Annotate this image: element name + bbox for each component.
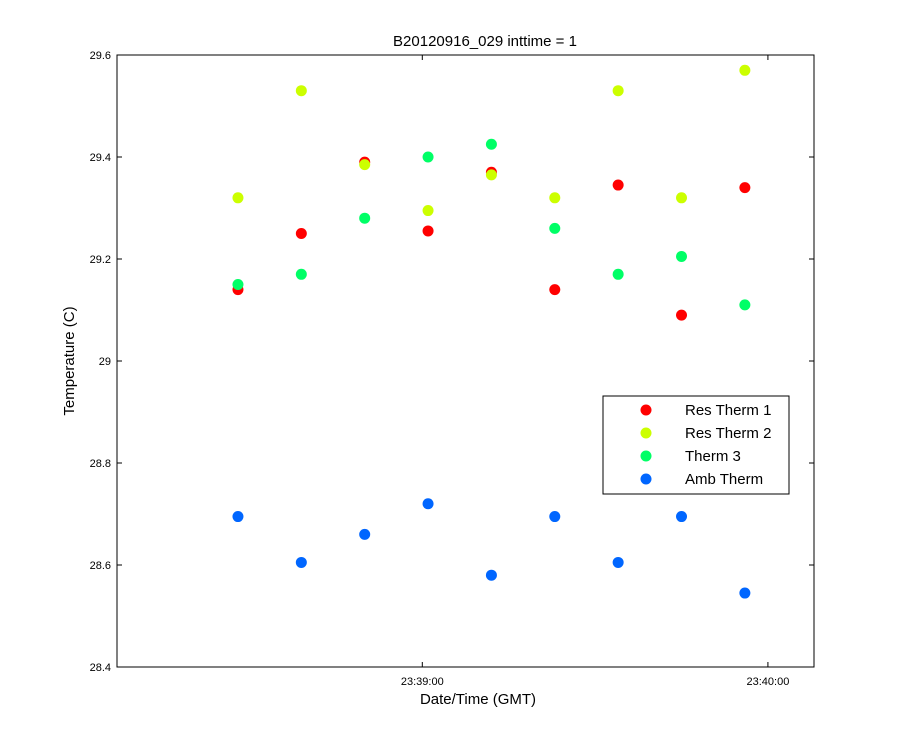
y-tick-label: 29 [99,356,111,368]
y-tick-label: 29.2 [90,254,111,266]
plot-area [116,54,815,668]
data-point [295,556,307,568]
data-point [739,587,751,599]
data-point [676,511,688,523]
x-tick-label: 23:39:00 [401,676,444,688]
data-point [485,569,497,581]
y-tick-label: 29.4 [90,152,111,164]
data-point [232,511,244,523]
data-point [295,268,307,280]
data-point [549,222,561,234]
data-point [295,85,307,97]
data-point [612,179,624,191]
data-point [485,169,497,181]
x-axis-label: Date/Time (GMT) [420,691,536,708]
data-point [422,498,434,510]
data-point [739,64,751,76]
data-point [676,309,688,321]
legend: Res Therm 1 Res Therm 2 Therm 3 Amb Therm [602,395,790,495]
data-point [549,511,561,523]
axis-ticks: 28.4 28.6 28.8 29 29.2 29.4 29.6 23:39:00 23:40:… [90,50,814,688]
data-point [232,192,244,204]
data-point [549,284,561,296]
series-2 [232,138,751,311]
data-point [232,279,244,290]
y-tick-label: 28.8 [90,458,111,470]
legend-marker [640,404,652,416]
chart-title: B20120916_029 inttime = 1 [393,33,577,50]
data-point [359,528,371,540]
data-points [232,64,751,599]
series-1 [232,64,751,217]
data-point [422,151,434,163]
legend-label: Amb Therm [685,471,763,488]
data-point [739,182,751,194]
data-point [549,192,561,204]
y-tick-label: 28.4 [90,662,111,674]
data-point [612,556,624,568]
y-axis-label: Temperature (C) [61,306,78,415]
series-3 [232,498,751,599]
legend-label: Res Therm 1 [685,402,771,419]
data-point [612,85,624,97]
data-point [359,212,371,224]
legend-marker [640,427,652,439]
y-tick-label: 28.6 [90,560,111,572]
data-point [485,138,497,150]
data-point [676,250,688,262]
legend-marker [640,473,652,485]
legend-label: Therm 3 [685,448,741,465]
data-point [295,228,307,239]
data-point [676,192,688,204]
data-point [422,205,434,217]
data-point [739,299,751,311]
legend-marker [640,450,652,462]
x-tick-label: 23:40:00 [747,676,790,688]
legend-label: Res Therm 2 [685,425,771,442]
y-tick-label: 29.6 [90,50,111,62]
legend-box [602,395,790,495]
data-point [612,268,624,280]
data-point [359,159,371,171]
data-point [422,225,434,237]
